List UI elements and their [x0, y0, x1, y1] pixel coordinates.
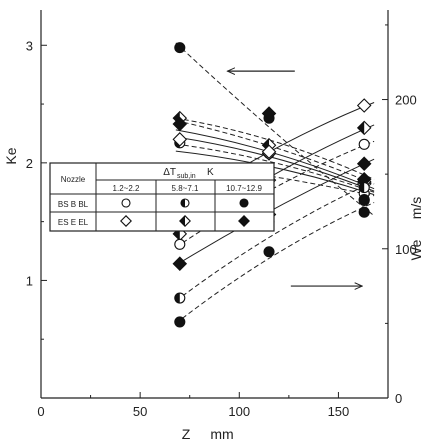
circle-marker-filled — [358, 193, 370, 206]
y-left-tick-label: 1 — [26, 273, 33, 288]
y-left-axis-label: Ke — [3, 147, 19, 164]
axis-direction-arrows — [227, 71, 362, 286]
axis-tick-labels: 0 50 100 150 1 2 3 0 100 200 — [26, 38, 417, 419]
y-right-tick-label: 200 — [395, 93, 417, 108]
circle-marker-open — [174, 238, 186, 250]
diamond-marker-filled — [356, 156, 372, 171]
legend-row-es: ES E EL — [58, 218, 89, 227]
fit-curve-left — [175, 136, 375, 192]
fit-curve-right — [175, 181, 375, 302]
legend-header-delta: ΔT — [163, 167, 176, 178]
circle-marker-open — [358, 138, 370, 150]
legend-range-3: 10.7~12.9 — [226, 184, 262, 193]
legend-header-nozzle: Nozzle — [61, 175, 86, 184]
x-tick-label: 0 — [37, 404, 44, 419]
circle-marker-half — [358, 182, 370, 194]
y-right-axis-label: We — [408, 239, 424, 260]
fit-curve-left — [175, 42, 375, 217]
circle-marker-filled — [174, 316, 186, 328]
diamond-marker-open — [356, 98, 372, 113]
x-tick-label: 50 — [133, 404, 147, 419]
fit-curve-right — [175, 140, 375, 248]
plot-frame — [40, 10, 389, 399]
legend: Nozzle ΔT sub,in K 1.2~2.2 5.8~7.1 10.7~… — [49, 162, 275, 232]
diamond-marker-filled — [261, 106, 277, 121]
legend-symbol-circle-open — [121, 198, 131, 208]
x-tick-label: 150 — [328, 404, 350, 419]
legend-symbols — [120, 198, 250, 227]
circle-marker-half — [174, 292, 186, 304]
diamond-marker-half — [356, 120, 372, 136]
legend-row-bs: BS B BL — [58, 200, 89, 209]
y-left-tick-label: 3 — [26, 38, 33, 53]
fit-curve-left — [175, 117, 375, 180]
legend-symbol-diamond-half — [179, 215, 191, 227]
y-left-tick-label: 2 — [26, 156, 33, 171]
circle-marker-filled — [263, 246, 275, 258]
diamond-marker-filled — [172, 116, 188, 132]
legend-range-2: 5.8~7.1 — [172, 184, 199, 193]
axis-ticks — [40, 24, 388, 399]
legend-symbol-circle-filled — [239, 198, 249, 208]
y-right-tick-label: 0 — [395, 391, 402, 406]
x-tick-label: 100 — [228, 404, 250, 419]
fit-curve-left — [175, 150, 375, 196]
legend-symbol-diamond-open — [120, 215, 132, 227]
legend-header-unit: K — [207, 167, 214, 178]
fit-curve-left — [175, 143, 375, 193]
legend-range-1: 1.2~2.2 — [113, 184, 140, 193]
circle-marker-filled — [358, 206, 370, 218]
x-axis-unit: mm — [210, 426, 233, 442]
legend-border — [49, 162, 275, 232]
circle-marker-filled — [174, 42, 186, 54]
axis-labels: Z mm Ke We m/s — [3, 147, 424, 442]
y-right-tick-label: 100 — [395, 242, 417, 257]
legend-header-delta-sub: sub,in — [177, 173, 196, 180]
diamond-marker-open — [172, 132, 188, 147]
diamond-marker-filled — [172, 256, 188, 271]
legend-symbol-diamond-filled — [238, 215, 250, 227]
legend-symbol-circle-half — [180, 198, 190, 208]
x-axis-label: Z — [182, 426, 191, 442]
diamond-marker-open — [261, 144, 277, 160]
y-right-axis-unit: m/s — [408, 197, 424, 220]
fit-curve-right — [175, 202, 375, 324]
fit-curve-left — [175, 120, 375, 185]
fit-curve-right — [175, 158, 375, 266]
